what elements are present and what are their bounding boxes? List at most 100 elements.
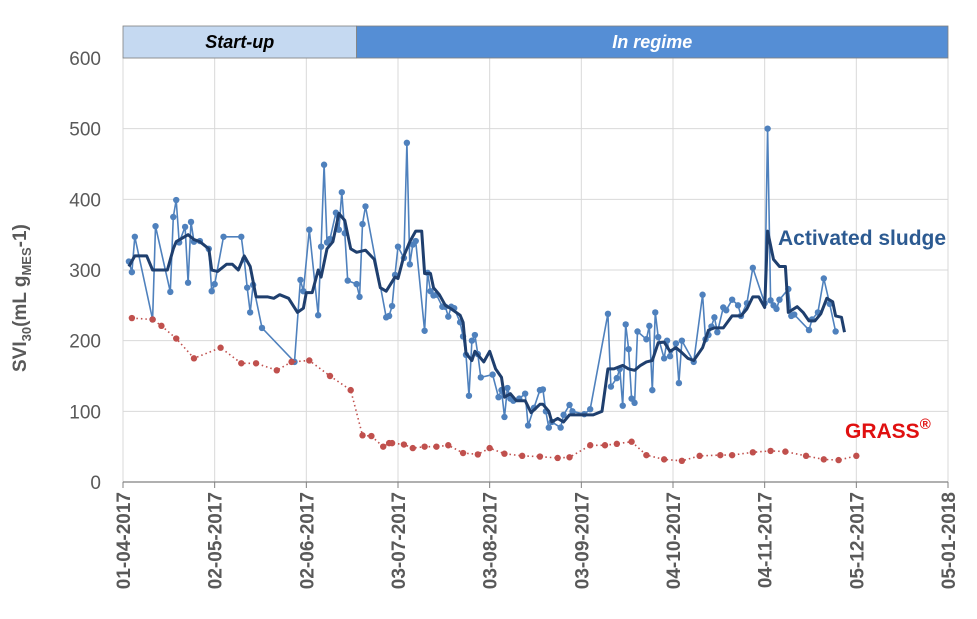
phase-label: Start-up — [205, 32, 274, 52]
series-point-0 — [675, 379, 683, 387]
series-point-0 — [607, 383, 615, 390]
series-point-2 — [660, 456, 668, 463]
series-point-0 — [660, 355, 668, 362]
grass-label-text: GRASS — [845, 420, 920, 443]
series-point-0 — [471, 331, 479, 339]
series-point-0 — [631, 399, 638, 407]
series-point-2 — [767, 447, 774, 455]
series-point-0 — [388, 302, 396, 310]
x-tick-label: 05-01-2018 — [939, 492, 960, 589]
series-point-2 — [566, 454, 573, 461]
grass-label: GRASS® — [845, 416, 931, 443]
series-point-0 — [749, 264, 757, 272]
series-point-2 — [587, 442, 594, 449]
series-point-0 — [208, 288, 215, 295]
series-point-2 — [486, 444, 493, 452]
series-point-2 — [421, 443, 428, 450]
series-point-0 — [320, 161, 328, 168]
series-point-2 — [347, 386, 354, 394]
series-point-0 — [604, 310, 612, 318]
series-point-2 — [728, 451, 736, 459]
phase-label: In regime — [612, 32, 692, 52]
series-group — [125, 125, 860, 464]
series-point-0 — [326, 235, 334, 243]
x-tick-label: 03-07-2017 — [389, 492, 410, 589]
x-tick-label: 02-06-2017 — [297, 492, 318, 589]
series-point-0 — [560, 411, 567, 419]
series-point-0 — [385, 312, 393, 320]
series-point-2 — [749, 449, 757, 456]
series-point-2 — [643, 451, 650, 459]
series-point-2 — [359, 432, 366, 439]
series-point-0 — [181, 223, 189, 231]
series-point-2 — [190, 355, 198, 362]
x-tick-label: 04-10-2017 — [664, 492, 685, 589]
series-point-0 — [557, 424, 564, 431]
series-line-1 — [127, 212, 846, 424]
x-tick-label: 05-12-2017 — [847, 492, 868, 589]
series-point-0 — [403, 139, 411, 146]
series-point-0 — [666, 353, 674, 360]
axes — [122, 481, 949, 488]
series-point-2 — [628, 438, 635, 445]
series-point-0 — [246, 309, 254, 316]
series-point-2 — [158, 322, 165, 330]
series-point-0 — [773, 305, 780, 313]
grid-lines — [122, 57, 949, 482]
series-point-2 — [474, 451, 482, 458]
series-point-0 — [646, 322, 653, 330]
series-point-0 — [734, 302, 742, 309]
grass-registered-mark: ® — [920, 416, 931, 433]
series-point-0 — [187, 218, 195, 226]
series-point-2 — [306, 357, 313, 364]
series-point-2 — [149, 316, 156, 323]
series-point-2 — [613, 440, 621, 448]
series-point-0 — [412, 237, 419, 245]
series-point-0 — [238, 233, 245, 240]
series-point-0 — [359, 220, 366, 228]
series-line-2 — [131, 317, 857, 462]
series-point-0 — [643, 336, 650, 343]
series-point-0 — [317, 243, 325, 250]
series-point-2 — [273, 367, 280, 374]
phase-bar-start-up — [122, 25, 358, 59]
x-tick-label: 03-09-2017 — [572, 492, 593, 589]
tick-labels: 0 100 200 300 400 500 600 01-04-2017 02-05-2017 0… — [69, 49, 960, 589]
series-point-0 — [587, 406, 594, 413]
series-point-0 — [306, 226, 313, 233]
series-point-2 — [380, 443, 387, 450]
series-point-2 — [445, 442, 452, 449]
series-point-2 — [433, 443, 440, 450]
series-point-2 — [252, 360, 260, 367]
series-point-2 — [601, 442, 609, 449]
series-point-0 — [619, 402, 626, 409]
series-point-2 — [388, 439, 396, 447]
series-point-0 — [545, 424, 553, 431]
series-point-0 — [465, 392, 473, 399]
series-point-2 — [696, 452, 703, 460]
y-tick-label: 500 — [69, 120, 101, 141]
x-tick-label: 02-05-2017 — [206, 492, 227, 589]
y-tick-label: 100 — [69, 402, 101, 423]
series-point-2 — [409, 444, 416, 452]
series-point-0 — [832, 328, 839, 335]
series-point-0 — [477, 374, 484, 381]
series-point-2 — [288, 358, 295, 366]
series-point-0 — [714, 328, 721, 336]
series-point-0 — [344, 277, 351, 284]
series-point-2 — [368, 432, 375, 440]
series-point-2 — [678, 457, 686, 464]
series-point-0 — [791, 311, 798, 318]
phase-bar-in-regime — [356, 25, 949, 59]
series-point-0 — [356, 293, 363, 301]
series-point-0 — [504, 384, 511, 392]
series-point-2 — [717, 451, 724, 459]
series-point-2 — [782, 448, 789, 455]
series-point-2 — [217, 344, 224, 351]
activated-sludge-label: Activated sludge — [778, 227, 946, 250]
series-point-0 — [723, 307, 730, 314]
series-point-2 — [501, 450, 508, 457]
series-point-0 — [501, 413, 508, 421]
series-point-0 — [184, 279, 192, 286]
